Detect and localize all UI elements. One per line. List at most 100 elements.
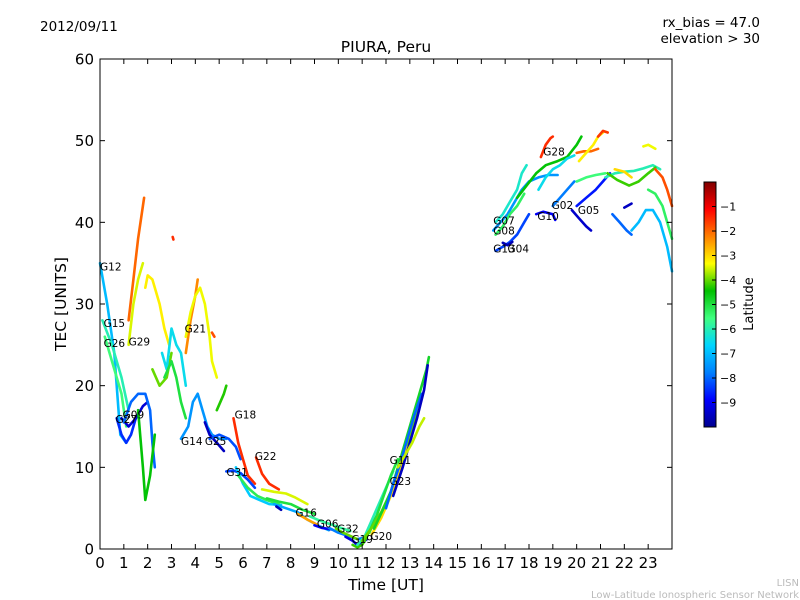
tec-track-59 [575,172,612,208]
footer-lisn: LISN [777,578,799,589]
satellite-label: G23 [390,476,412,488]
y-tick-label: 40 [75,214,94,232]
satellite-label: G02 [552,200,574,212]
x-tick-label: 14 [424,554,443,572]
satellite-label: G07 [493,216,515,228]
tec-track-69 [653,168,674,208]
y-tick-label: 0 [84,541,94,559]
x-tick-label: 7 [262,554,272,572]
x-tick-label: 6 [238,554,248,572]
x-tick-label: 1 [119,554,129,572]
tec-track-63 [613,168,633,179]
x-tick-label: 16 [472,554,491,572]
colorbar-tick-label: −6 [720,323,736,336]
x-tick-label: 23 [639,554,658,572]
x-tick-label: 2 [143,554,153,572]
x-tick-label: 11 [353,554,372,572]
footer-network: Low-Latitude Ionospheric Sensor Network [591,590,799,600]
tec-track-17 [203,421,226,453]
tec-track-47 [494,192,526,236]
tec-track-29 [275,505,283,512]
satellite-label: G28 [543,146,565,158]
tec-track-20 [210,331,216,339]
satellite-label: G13 [493,243,515,255]
tec-track-54 [551,180,576,208]
tec-track-18 [208,433,242,461]
tec-track-30 [296,512,319,526]
tec-track-7 [127,261,145,347]
colorbar-tick-label: −4 [720,274,736,287]
tec-track-9 [144,274,171,347]
x-tick-label: 22 [615,554,634,572]
tec-track-16 [179,392,228,441]
data-layer [98,129,674,549]
satellite-label: G26 [104,338,126,350]
tec-track-65 [622,202,633,209]
satellite-label: G27 [115,414,137,426]
date-label: 2012/09/11 [40,19,118,35]
satellite-label: G04 [508,243,530,255]
satellite-label: G21 [185,324,207,336]
plot-frame [99,58,673,550]
tec-track-66 [630,208,674,273]
x-tick-label: 20 [567,554,586,572]
tec-track-34 [334,527,359,541]
tec-track-1 [101,318,130,412]
satellite-label: G11 [390,455,412,467]
x-tick-label: 5 [214,554,224,572]
y-tick-label: 50 [75,132,94,150]
tec-track-64 [611,212,633,236]
tec-track-6 [127,196,146,322]
tec-track-5 [122,392,157,469]
x-tick-label: 3 [167,554,177,572]
y-axis-label: TEC [UNITS] [52,257,70,352]
x-tick-label: 19 [543,554,562,572]
tec-track-31 [308,514,352,533]
y-tick-label: 60 [75,51,94,69]
colorbar-tick-label: −5 [720,299,736,312]
x-tick-label: 12 [376,554,395,572]
satellite-label: G15 [104,318,126,330]
satellite-label: G29 [129,337,151,349]
axes-layer: 0 1 2 3 4 5 6 7 8 9 10 11 12 13 14 15 16 17 18 19 20 21 22 2301… [75,51,672,572]
tec-track-67 [642,143,657,151]
y-tick-label: 20 [75,377,94,395]
tec-track-61 [603,163,662,179]
tec-track-15 [184,286,219,379]
tec-track-21 [232,416,257,486]
tec-track-25 [254,456,281,491]
tec-track-48 [494,212,531,253]
colorbar-label: Latitude [742,277,757,331]
y-tick-label: 30 [75,296,94,314]
tec-track-53 [534,210,557,222]
tec-track-13 [171,235,175,241]
tec-track-32 [313,523,333,531]
satellite-label: G08 [493,226,515,238]
tec-track-24 [236,474,281,506]
x-axis-label: Time [UT] [347,576,424,594]
tec-track-19 [215,384,228,412]
satellite-label: G09 [123,409,144,421]
satellite-label: G14 [181,436,203,448]
satellite-label: G32 [337,524,359,536]
tec-track-27 [265,497,316,516]
x-tick-label: 10 [329,554,348,572]
tec-track-43 [391,363,430,498]
x-tick-label: 15 [448,554,467,572]
satellite-label: G31 [226,467,248,479]
colorbar-tick-label: −1 [720,201,736,214]
tec-track-22 [225,469,257,490]
tec-track-14 [184,278,199,355]
satellite-label: G19 [351,534,373,546]
tec-track-62 [606,166,657,187]
tec-track-46 [494,163,528,224]
x-tick-label: 0 [95,554,105,572]
tec-track-49 [501,240,514,247]
colorbar-tick-label: −3 [720,250,736,263]
satellite-label: G25 [205,436,227,448]
tec-track-58 [575,172,607,183]
tec-track-60 [570,208,593,232]
satellite-label: G05 [578,205,600,217]
satellite-label: G18 [235,409,256,421]
